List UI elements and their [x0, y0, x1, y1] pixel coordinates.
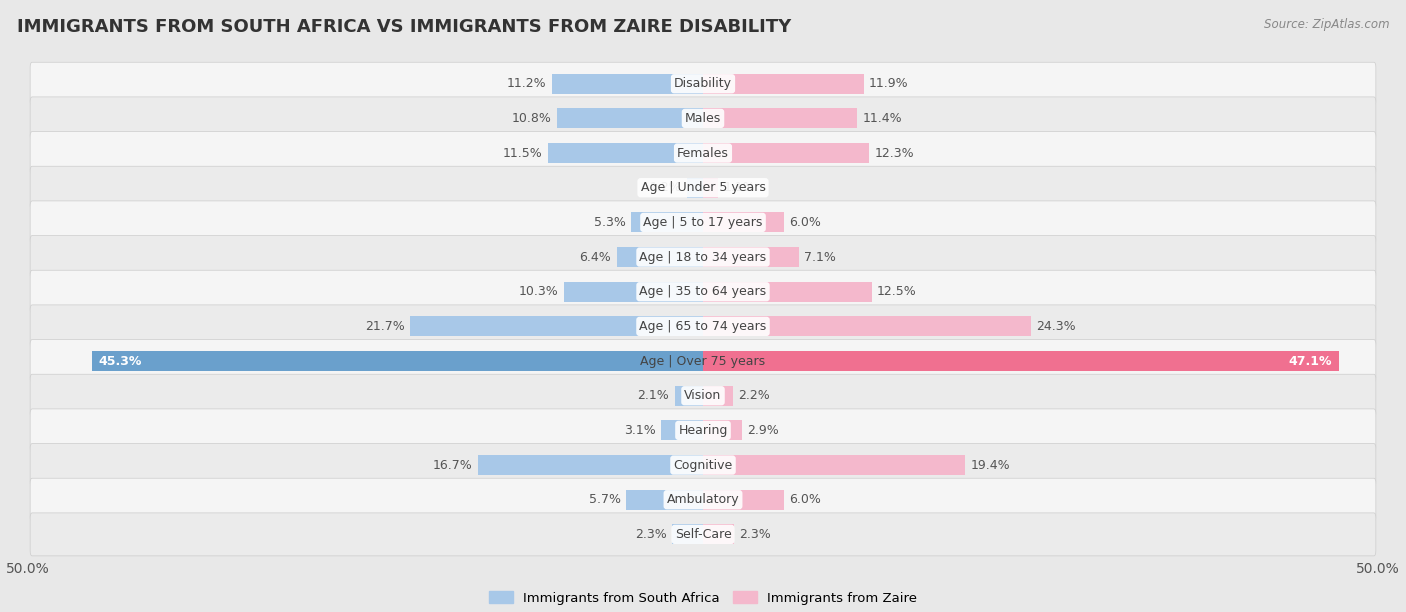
Bar	[703, 177, 718, 198]
Text: Ambulatory: Ambulatory	[666, 493, 740, 506]
Text: Females: Females	[678, 146, 728, 160]
Text: 11.9%: 11.9%	[869, 77, 908, 90]
Text: 6.0%: 6.0%	[789, 493, 821, 506]
Text: 5.3%: 5.3%	[595, 216, 626, 229]
Text: 11.5%: 11.5%	[502, 146, 543, 160]
Bar	[703, 351, 1339, 371]
Text: 24.3%: 24.3%	[1036, 320, 1076, 333]
Text: 2.9%: 2.9%	[748, 424, 779, 437]
Text: 16.7%: 16.7%	[433, 458, 472, 472]
Legend: Immigrants from South Africa, Immigrants from Zaire: Immigrants from South Africa, Immigrants…	[484, 586, 922, 610]
Bar	[661, 420, 703, 441]
FancyBboxPatch shape	[30, 513, 1376, 556]
Text: 2.3%: 2.3%	[740, 528, 772, 541]
Bar	[703, 386, 733, 406]
Bar	[703, 455, 965, 475]
Text: 7.1%: 7.1%	[804, 250, 837, 264]
Text: 21.7%: 21.7%	[366, 320, 405, 333]
Bar	[703, 490, 785, 510]
FancyBboxPatch shape	[30, 166, 1376, 209]
Bar	[703, 420, 742, 441]
Bar	[703, 247, 799, 267]
Text: Age | 18 to 34 years: Age | 18 to 34 years	[640, 250, 766, 264]
Text: 11.4%: 11.4%	[862, 112, 901, 125]
FancyBboxPatch shape	[30, 374, 1376, 417]
FancyBboxPatch shape	[30, 271, 1376, 313]
Text: IMMIGRANTS FROM SOUTH AFRICA VS IMMIGRANTS FROM ZAIRE DISABILITY: IMMIGRANTS FROM SOUTH AFRICA VS IMMIGRAN…	[17, 18, 792, 36]
FancyBboxPatch shape	[30, 62, 1376, 105]
Bar	[703, 524, 734, 545]
Bar	[411, 316, 703, 337]
Text: 6.0%: 6.0%	[789, 216, 821, 229]
Bar	[703, 316, 1031, 337]
Text: 12.3%: 12.3%	[875, 146, 914, 160]
FancyBboxPatch shape	[30, 444, 1376, 487]
Text: Age | 65 to 74 years: Age | 65 to 74 years	[640, 320, 766, 333]
FancyBboxPatch shape	[30, 97, 1376, 140]
Text: 10.3%: 10.3%	[519, 285, 558, 298]
Bar	[703, 108, 856, 129]
Text: Age | Under 5 years: Age | Under 5 years	[641, 181, 765, 194]
Bar	[478, 455, 703, 475]
Bar	[548, 143, 703, 163]
Text: Vision: Vision	[685, 389, 721, 402]
Text: Hearing: Hearing	[678, 424, 728, 437]
Text: Self-Care: Self-Care	[675, 528, 731, 541]
Text: 19.4%: 19.4%	[970, 458, 1010, 472]
Bar	[703, 143, 869, 163]
Text: Source: ZipAtlas.com: Source: ZipAtlas.com	[1264, 18, 1389, 31]
FancyBboxPatch shape	[30, 201, 1376, 244]
Bar	[617, 247, 703, 267]
Text: 11.2%: 11.2%	[506, 77, 547, 90]
Bar	[557, 108, 703, 129]
FancyBboxPatch shape	[30, 478, 1376, 521]
FancyBboxPatch shape	[30, 236, 1376, 278]
Text: Males: Males	[685, 112, 721, 125]
Text: 12.5%: 12.5%	[877, 285, 917, 298]
Bar	[91, 351, 703, 371]
Bar	[686, 177, 703, 198]
Text: 3.1%: 3.1%	[624, 424, 655, 437]
Bar	[564, 282, 703, 302]
Text: 10.8%: 10.8%	[512, 112, 551, 125]
Text: 1.1%: 1.1%	[723, 181, 755, 194]
Text: Disability: Disability	[673, 77, 733, 90]
Bar	[551, 73, 703, 94]
Text: 45.3%: 45.3%	[98, 354, 142, 368]
Text: Cognitive: Cognitive	[673, 458, 733, 472]
Bar	[703, 282, 872, 302]
Text: 2.2%: 2.2%	[738, 389, 770, 402]
Bar	[672, 524, 703, 545]
Text: 2.3%: 2.3%	[634, 528, 666, 541]
Text: 5.7%: 5.7%	[589, 493, 620, 506]
Text: 47.1%: 47.1%	[1288, 354, 1331, 368]
Bar	[675, 386, 703, 406]
FancyBboxPatch shape	[30, 132, 1376, 174]
Bar	[631, 212, 703, 233]
Bar	[703, 212, 785, 233]
Text: 2.1%: 2.1%	[637, 389, 669, 402]
Bar	[626, 490, 703, 510]
Text: Age | 35 to 64 years: Age | 35 to 64 years	[640, 285, 766, 298]
Text: 6.4%: 6.4%	[579, 250, 612, 264]
Text: Age | 5 to 17 years: Age | 5 to 17 years	[644, 216, 762, 229]
Text: Age | Over 75 years: Age | Over 75 years	[641, 354, 765, 368]
FancyBboxPatch shape	[30, 340, 1376, 382]
Bar	[703, 73, 863, 94]
FancyBboxPatch shape	[30, 409, 1376, 452]
FancyBboxPatch shape	[30, 305, 1376, 348]
Text: 1.2%: 1.2%	[650, 181, 682, 194]
